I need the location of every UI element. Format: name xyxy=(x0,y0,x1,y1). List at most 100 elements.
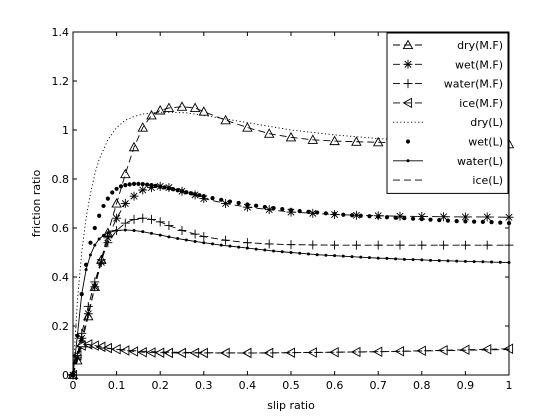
marker-dot xyxy=(332,211,337,217)
marker-dot xyxy=(306,209,311,214)
marker-dot xyxy=(280,250,284,254)
marker-star xyxy=(77,333,87,343)
marker-dot xyxy=(306,252,310,256)
marker-dot xyxy=(167,235,171,239)
marker-dot xyxy=(315,210,320,215)
marker-dot xyxy=(101,203,106,209)
marker-dot xyxy=(288,208,294,213)
marker-dot xyxy=(385,256,389,260)
legend-item: water(M.F) xyxy=(393,78,503,91)
marker-dot xyxy=(97,213,102,218)
marker-dot xyxy=(324,253,328,257)
marker-triangle xyxy=(307,134,319,144)
x-tick-label: 0.7 xyxy=(369,379,387,392)
marker-plus xyxy=(482,240,492,250)
legend-item: dry(M.F) xyxy=(393,39,503,52)
marker-dot xyxy=(228,244,232,248)
series-4 xyxy=(72,111,510,376)
x-tick-label: 0.2 xyxy=(151,379,169,392)
marker-dot xyxy=(384,215,390,220)
marker-star xyxy=(395,211,405,221)
marker-dot xyxy=(359,255,363,259)
marker-triangle xyxy=(128,141,140,152)
marker-dot xyxy=(175,188,180,193)
marker-dot xyxy=(75,334,79,338)
x-tick-label: 0.3 xyxy=(195,379,213,392)
marker-dot xyxy=(376,214,381,219)
marker-triangle-left xyxy=(416,345,426,357)
marker-dot xyxy=(489,220,494,225)
marker-dot xyxy=(179,189,185,194)
x-tick-label: 0.8 xyxy=(413,379,431,392)
marker-triangle-left xyxy=(146,347,156,358)
marker-dot xyxy=(463,259,467,263)
marker-plus xyxy=(199,232,209,242)
marker-triangle-left xyxy=(163,347,173,359)
marker-star xyxy=(482,212,492,222)
marker-dot xyxy=(184,190,189,195)
series-7 xyxy=(72,346,510,376)
marker-triangle-left xyxy=(350,346,361,358)
marker-triangle xyxy=(372,136,384,147)
marker-plus xyxy=(164,221,174,231)
marker-dot xyxy=(84,268,88,272)
legend-label: ice(M.F) xyxy=(459,97,503,110)
marker-dot xyxy=(289,251,293,254)
marker-dot xyxy=(323,211,328,216)
marker-triangle xyxy=(220,114,231,125)
marker-plus xyxy=(439,240,449,250)
y-tick-label: 1.2 xyxy=(52,75,70,88)
marker-dot xyxy=(176,237,180,241)
marker-plus xyxy=(308,240,318,250)
marker-dot xyxy=(406,159,410,163)
marker-star xyxy=(146,183,156,193)
marker-dot xyxy=(262,204,267,210)
marker-dot xyxy=(158,184,163,189)
marker-dot xyxy=(490,260,494,264)
marker-dot xyxy=(193,239,197,243)
marker-dot xyxy=(88,240,93,245)
marker-dot xyxy=(123,183,128,188)
y-axis-label: friction ratio xyxy=(30,170,43,238)
marker-triangle xyxy=(329,135,340,146)
axes: 0 0.1 0.2 0.3 0.4 0.5 0.6 0.7 0.8 0.9 1 0 0.2 0.4 0.6 0… xyxy=(52,26,513,392)
marker-dot xyxy=(437,259,441,263)
marker-dot xyxy=(254,247,258,251)
marker-dot xyxy=(341,212,346,217)
series-line xyxy=(72,343,510,376)
legend-item: ice(M.F) xyxy=(393,97,503,110)
marker-dot xyxy=(454,219,459,224)
marker-dot xyxy=(162,185,167,190)
marker-triangle-left xyxy=(102,342,112,354)
marker-dot xyxy=(472,219,477,224)
marker-plus xyxy=(155,217,165,227)
marker-dot xyxy=(149,183,154,188)
marker-dot xyxy=(92,225,97,231)
marker-dot xyxy=(219,197,224,202)
marker-plus xyxy=(177,225,187,235)
legend: dry(M.F) wet(M.F) water(M.F) ice(M.F) dry(L)… xyxy=(386,32,509,194)
series-line xyxy=(72,111,510,376)
marker-dot xyxy=(141,230,145,234)
marker-dot xyxy=(132,228,136,232)
marker-dot xyxy=(211,242,215,246)
marker-plus xyxy=(330,240,340,250)
marker-dot xyxy=(410,216,416,221)
x-tick-label: 0.9 xyxy=(457,379,475,392)
marker-star xyxy=(351,210,361,220)
legend-label: water(M.F) xyxy=(444,78,503,91)
marker-dot xyxy=(219,243,223,247)
marker-dot xyxy=(153,183,158,188)
marker-triangle xyxy=(76,337,87,348)
marker-dot xyxy=(210,196,215,201)
marker-plus xyxy=(460,240,470,250)
marker-dot xyxy=(140,182,145,187)
marker-star xyxy=(129,191,139,201)
marker-dot xyxy=(118,184,124,189)
marker-dot xyxy=(446,259,450,263)
marker-dot xyxy=(97,237,101,241)
legend-label: wet(L) xyxy=(468,136,503,149)
marker-star xyxy=(403,59,413,69)
marker-dot xyxy=(480,219,485,224)
